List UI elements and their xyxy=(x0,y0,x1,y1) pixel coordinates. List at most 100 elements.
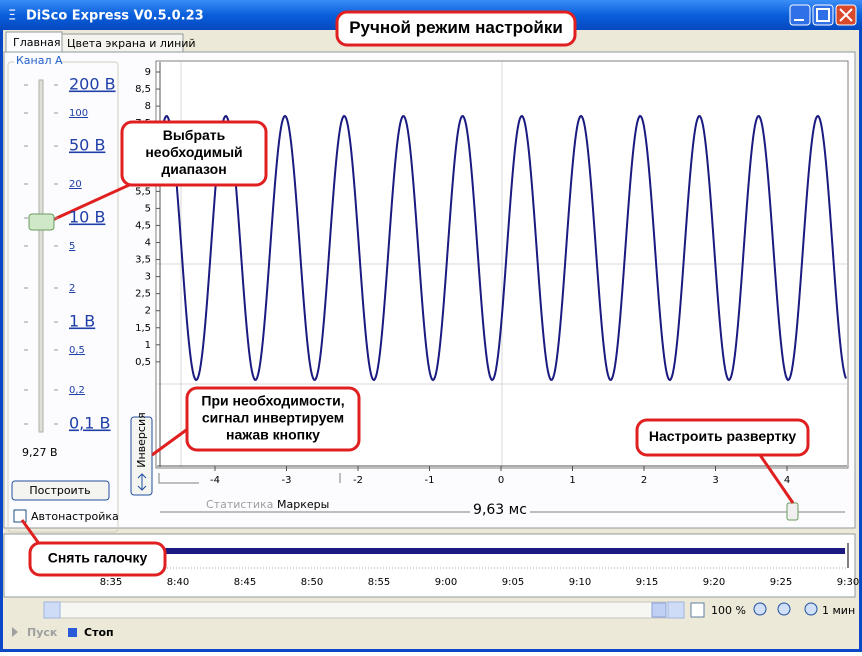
timebase-slider-thumb[interactable] xyxy=(786,502,799,521)
time-label: 9:10 xyxy=(569,577,591,588)
stop-button[interactable]: Стоп xyxy=(84,626,114,639)
x-tick-label: 3 xyxy=(712,475,718,486)
range-option[interactable]: 50 В xyxy=(69,136,105,155)
callout-text: необходимый xyxy=(145,144,242,160)
range-option[interactable]: 20 xyxy=(69,179,82,190)
invert-icon xyxy=(137,473,147,491)
overview-labels: 8:35 8:40 8:45 8:50 8:55 9:00 9:05 9:10 9:15 9:20… xyxy=(100,577,859,588)
window-title: DiSco Express V0.5.0.23 xyxy=(26,9,204,24)
tab-label: Главная xyxy=(13,36,61,49)
markers-tab[interactable]: Маркеры xyxy=(277,498,329,511)
time-label: 9:30 xyxy=(837,577,859,588)
start-icon xyxy=(12,627,18,637)
time-label: 9:15 xyxy=(636,577,658,588)
invert-button[interactable] xyxy=(130,416,153,496)
zoom-out[interactable] xyxy=(753,602,767,616)
callout-box xyxy=(28,541,167,577)
zoom-reset-icon[interactable] xyxy=(690,602,705,618)
time-label: 9:25 xyxy=(770,577,792,588)
y-tick-label: 2 xyxy=(145,306,151,317)
range-option[interactable]: 0,5 xyxy=(69,345,85,356)
scroll-right[interactable] xyxy=(667,601,685,619)
invert-button-label: Инверсия xyxy=(135,412,148,467)
callout-pointer xyxy=(758,454,795,504)
channel-reading: 9,27 В xyxy=(22,446,58,459)
time-label: 8:35 xyxy=(100,577,122,588)
y-tick-label: 1 xyxy=(145,340,151,351)
autotune-label: Автонастройка xyxy=(31,510,119,523)
tab-label: Цвета экрана и линий xyxy=(67,37,196,50)
y-tick-label: 3,5 xyxy=(135,255,151,266)
range-option[interactable]: 2 xyxy=(69,283,75,294)
range-option[interactable]: 5 xyxy=(69,241,75,252)
callout-text: диапазон xyxy=(161,161,226,177)
time-label: 9:00 xyxy=(435,577,457,588)
range-option[interactable]: 1 В xyxy=(69,312,95,331)
range-slider-thumb[interactable] xyxy=(28,213,55,231)
callout-text: При необходимости, xyxy=(201,393,344,409)
y-tick-label: 2,5 xyxy=(135,289,151,300)
range-option[interactable]: 0,2 xyxy=(69,385,85,396)
autotune-checkbox[interactable] xyxy=(13,509,27,523)
y-tick-label: 5,5 xyxy=(135,186,151,197)
time-label: 8:55 xyxy=(368,577,390,588)
slider-track xyxy=(38,79,44,433)
range-option[interactable]: 200 В xyxy=(69,75,116,94)
build-button-label: Построить xyxy=(29,484,90,497)
time-label: 9:20 xyxy=(703,577,725,588)
y-tick-label: 1,5 xyxy=(135,323,151,334)
overview-trace xyxy=(165,548,845,554)
time-label: 8:45 xyxy=(234,577,256,588)
y-tick-label: 9 xyxy=(145,67,151,78)
callout-pointer xyxy=(47,178,141,224)
callout-box xyxy=(120,120,268,187)
y-tick-label: 5 xyxy=(145,203,151,214)
x-tick-label: -4 xyxy=(210,475,220,486)
zoom-span-icon[interactable] xyxy=(804,602,818,616)
y-tick-label: 0,5 xyxy=(135,357,151,368)
time-label: 8:50 xyxy=(301,577,323,588)
group-label-bg xyxy=(14,55,60,67)
minimize-button[interactable] xyxy=(789,4,811,26)
x-tick-label: 4 xyxy=(784,475,790,486)
callouts: Ручной режим настройки Выбратьнеобходимый… xyxy=(20,10,810,577)
x-tick-label: -3 xyxy=(282,475,292,486)
time-label: 8:40 xyxy=(167,577,189,588)
callout-box xyxy=(335,10,577,47)
range-option[interactable]: 10 В xyxy=(69,208,105,227)
y-tick-label: 8 xyxy=(145,101,151,112)
scroll-thumb[interactable] xyxy=(651,602,667,618)
callout-text: нажав кнопку xyxy=(226,427,320,443)
callout-text: Настроить развертку xyxy=(649,428,797,444)
zoom-level: 100 % xyxy=(711,604,746,617)
callout-box xyxy=(185,386,361,452)
timebase-value: 9,63 мс xyxy=(473,502,527,518)
scope-layer: 98,587,576,565,554,543,532,521,510,5-4-3… xyxy=(135,67,847,486)
zoom-in[interactable] xyxy=(777,602,791,616)
scrollbar[interactable] xyxy=(43,601,685,619)
x-tick-label: 2 xyxy=(641,475,647,486)
x-tick-label: -2 xyxy=(353,475,363,486)
callout-box xyxy=(635,418,810,457)
time-label: 9:05 xyxy=(502,577,524,588)
y-tick-label: 8,5 xyxy=(135,84,151,95)
scroll-left[interactable] xyxy=(43,601,61,619)
y-tick-label: 3 xyxy=(145,272,151,283)
channel-group xyxy=(7,61,119,533)
signal-trace xyxy=(160,114,847,382)
y-tick-label: 4,5 xyxy=(135,220,151,231)
x-tick-label: -1 xyxy=(425,475,435,486)
callout-text: Ручной режим настройки xyxy=(349,18,563,37)
statistics-tab[interactable]: Статистика xyxy=(206,498,273,511)
build-button[interactable] xyxy=(11,480,110,501)
callout-pointer xyxy=(20,519,42,546)
range-option[interactable]: 0,1 В xyxy=(69,414,111,433)
range-option[interactable]: 100 xyxy=(69,108,88,119)
callout-text: Выбрать xyxy=(163,127,226,143)
start-button[interactable]: Пуск xyxy=(27,626,58,639)
stop-icon xyxy=(68,628,77,637)
y-tick-label: 4 xyxy=(145,238,151,249)
x-tick-label: 0 xyxy=(498,475,504,486)
callout-text: сигнал инвертируем xyxy=(202,410,344,426)
zoom-span: 1 мин xyxy=(822,604,855,617)
